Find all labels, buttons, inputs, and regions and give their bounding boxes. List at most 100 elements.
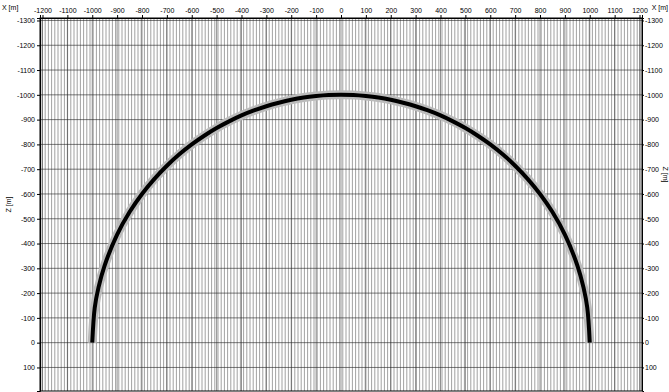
trace-line <box>406 18 407 391</box>
trace-line <box>42 18 43 391</box>
trace-line <box>538 18 539 391</box>
trace-line <box>173 18 174 391</box>
tick-label: 300 <box>410 7 422 14</box>
tick-label: -800 <box>645 141 659 148</box>
trace-line <box>112 18 113 391</box>
trace-line <box>221 18 222 391</box>
trace-line <box>371 18 372 391</box>
trace-line <box>445 18 446 391</box>
tick: -600 <box>185 7 199 18</box>
event-halo <box>92 95 590 343</box>
trace-line <box>304 18 305 391</box>
trace-line <box>419 18 420 391</box>
grid <box>40 18 642 391</box>
tick-mark <box>266 15 267 18</box>
tick-label: 1000 <box>582 7 598 14</box>
trace-line <box>224 18 225 391</box>
tick-label: -1100 <box>18 67 35 74</box>
tick-label: -300 <box>260 7 274 14</box>
tick-mark <box>642 45 644 46</box>
trace-line <box>189 18 190 391</box>
tick-label: 400 <box>435 7 447 14</box>
tick-label: -900 <box>21 116 35 123</box>
grid-line <box>440 18 441 391</box>
tick: -900 <box>642 116 659 123</box>
grid-line <box>67 18 68 391</box>
trace-line <box>640 18 641 391</box>
tick: -200 <box>642 290 659 297</box>
tick-label: -1000 <box>84 7 102 14</box>
tick-mark <box>217 15 218 18</box>
tick-mark <box>642 194 644 195</box>
trace-line <box>211 18 212 391</box>
tick: -400 <box>642 240 659 247</box>
trace-line <box>410 18 411 391</box>
trace-line <box>384 18 385 391</box>
trace-line <box>554 18 555 391</box>
x-axis-title: X [m] <box>652 4 668 12</box>
trace-line <box>51 18 52 391</box>
trace-line <box>326 18 327 391</box>
tick-mark <box>642 367 644 368</box>
trace-line <box>598 18 599 391</box>
plot-frame <box>40 18 642 391</box>
trace-line <box>486 18 487 391</box>
tick-label: -1200 <box>34 7 52 14</box>
trace-line <box>198 18 199 391</box>
trace-line <box>381 18 382 391</box>
tick: 0 <box>340 7 344 18</box>
tick-mark <box>37 219 40 220</box>
axis-line <box>643 19 645 392</box>
trace-line <box>560 18 561 391</box>
tick: -900 <box>21 116 40 123</box>
tick: -1100 <box>642 67 662 74</box>
tick-mark <box>192 15 193 18</box>
tick: -1200 <box>17 42 40 49</box>
trace-line <box>298 18 299 391</box>
tick-label: -700 <box>645 166 659 173</box>
tick: -400 <box>21 240 40 247</box>
grid-line <box>291 18 292 391</box>
grid-line <box>540 18 541 391</box>
tick-mark <box>37 194 40 195</box>
trace-line <box>282 18 283 391</box>
trace-line <box>230 18 231 391</box>
grid-line <box>241 18 242 391</box>
tick: 1000 <box>582 7 598 18</box>
trace-line <box>368 18 369 391</box>
tick: 300 <box>410 7 422 18</box>
trace-line <box>518 18 519 391</box>
tick-label: 500 <box>460 7 472 14</box>
trace-line <box>106 18 107 391</box>
trace-line <box>64 18 65 391</box>
tick-label: -1200 <box>645 42 663 49</box>
tick: -800 <box>642 141 659 148</box>
y-axis-title: Z [m] <box>661 167 669 183</box>
grid-line <box>614 18 615 391</box>
tick-mark <box>37 268 40 269</box>
trace-line <box>262 18 263 391</box>
tick-mark <box>642 120 644 121</box>
trace-line <box>150 18 151 391</box>
trace-line <box>557 18 558 391</box>
grid-line <box>191 18 192 391</box>
trace-line <box>512 18 513 391</box>
trace-line <box>141 18 142 391</box>
trace-line <box>579 18 580 391</box>
trace-line <box>365 18 366 391</box>
tick-label: -200 <box>21 290 35 297</box>
tick-mark <box>490 15 491 18</box>
tick: -500 <box>210 7 224 18</box>
grid-line <box>365 18 366 391</box>
tick-label: -700 <box>21 166 35 173</box>
tick-label: 1200 <box>632 7 648 14</box>
trace-line <box>429 18 430 391</box>
trace-line <box>509 18 510 391</box>
trace-line <box>438 18 439 391</box>
trace-line <box>234 18 235 391</box>
tick-mark <box>590 15 591 18</box>
tick-mark <box>615 15 616 18</box>
trace-line <box>451 18 452 391</box>
trace-line <box>125 18 126 391</box>
trace-line <box>435 18 436 391</box>
